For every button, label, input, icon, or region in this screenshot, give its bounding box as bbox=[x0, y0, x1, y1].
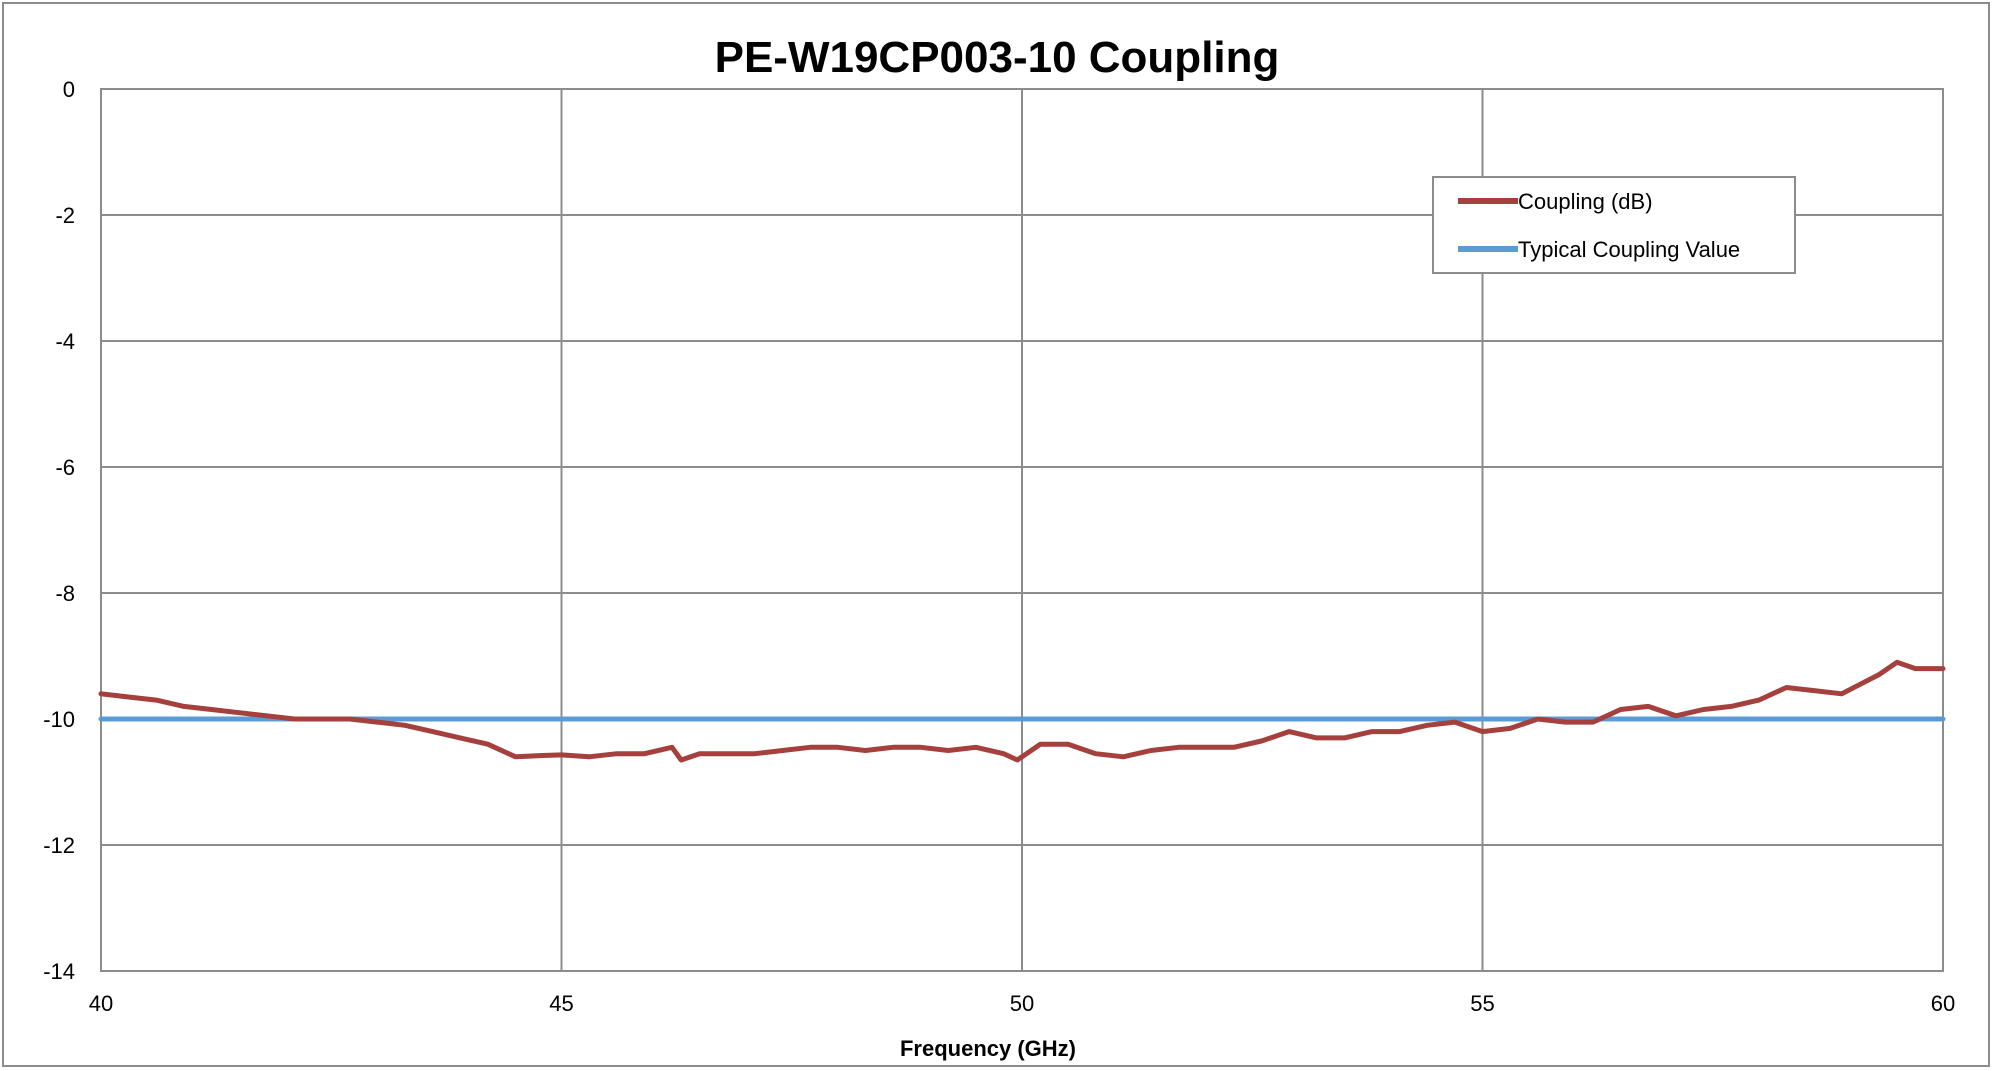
series-lines bbox=[98, 659, 1946, 763]
x-tick-label: 50 bbox=[1010, 991, 1034, 1016]
y-tick-label: -8 bbox=[55, 581, 75, 606]
y-tick-label: -6 bbox=[55, 455, 75, 480]
x-axis-title: Frequency (GHz) bbox=[900, 1036, 1076, 1061]
x-tick-label: 60 bbox=[1931, 991, 1955, 1016]
legend-box bbox=[1432, 176, 1796, 274]
plot-area-border bbox=[100, 88, 1944, 972]
legend: Coupling (dB) Typical Coupling Value bbox=[1432, 176, 1796, 274]
series-line-coupling bbox=[98, 659, 1946, 763]
legend-label-coupling: Coupling (dB) bbox=[1518, 189, 1653, 214]
y-tick-label: -2 bbox=[55, 203, 75, 228]
y-tick-label: 0 bbox=[63, 77, 75, 102]
chart-title: PE-W19CP003-10 Coupling bbox=[715, 33, 1280, 82]
legend-label-typical: Typical Coupling Value bbox=[1518, 237, 1740, 262]
y-tick-label: -14 bbox=[43, 959, 75, 984]
x-tick-label: 40 bbox=[89, 991, 113, 1016]
tick-labels: 0 -2 -4 -6 -8 -10 -12 -14 40 45 50 55 60 bbox=[43, 77, 1955, 1016]
y-tick-label: -4 bbox=[55, 329, 75, 354]
x-tick-label: 55 bbox=[1470, 991, 1494, 1016]
y-tick-label: -12 bbox=[43, 833, 75, 858]
x-tick-label: 45 bbox=[549, 991, 573, 1016]
y-tick-label: -10 bbox=[43, 707, 75, 732]
